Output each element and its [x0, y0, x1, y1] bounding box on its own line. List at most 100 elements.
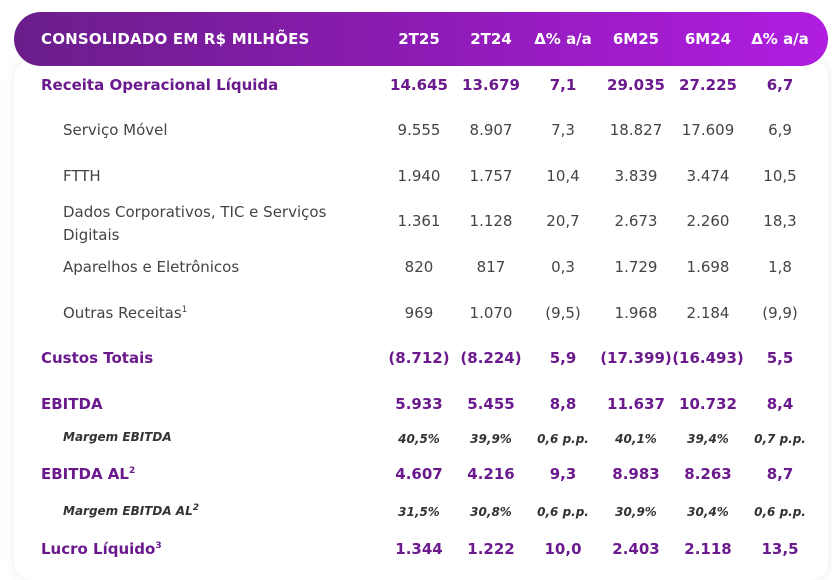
table-cell: 817: [476, 258, 506, 276]
table-cell: 969: [404, 304, 434, 322]
table-cell: 0,6 p.p.: [537, 505, 589, 519]
table-cell: 30,4%: [687, 505, 729, 519]
row-label-text: Lucro Líquido: [41, 540, 156, 558]
table-cell: 40,1%: [615, 432, 657, 446]
row-label: Outras Receitas1: [63, 304, 187, 322]
table-cell: 1.070: [469, 304, 513, 322]
table-cell: 10,0: [544, 540, 582, 558]
row-label: Aparelhos e Eletrônicos: [63, 258, 239, 276]
table-cell: 30,9%: [615, 505, 657, 519]
table-cell: 8,4: [766, 395, 794, 413]
table-cell: 8,7: [766, 465, 794, 483]
table-cell: 5,9: [549, 349, 577, 367]
table-cell: 5.455: [467, 395, 515, 413]
table-cell: 1.968: [614, 304, 658, 322]
table-cell: 1.698: [686, 258, 730, 276]
row-label-text: EBITDA AL: [41, 465, 129, 483]
table-cell: (9,5): [545, 304, 581, 322]
row-label: Serviço Móvel: [63, 121, 168, 139]
table-cell: 1.128: [469, 212, 513, 230]
table-cell: 1.222: [467, 540, 515, 558]
table-cell: 7,1: [549, 76, 577, 94]
table-cell: 8,8: [549, 395, 577, 413]
table-cell: 13.679: [462, 76, 520, 94]
table-cell: 7,3: [551, 121, 575, 139]
table-cell: 8.983: [612, 465, 660, 483]
table-cell: 4.216: [467, 465, 515, 483]
table-cell: (9,9): [762, 304, 798, 322]
table-cell: 1.757: [469, 167, 513, 185]
table-cell: 10,5: [763, 167, 797, 185]
table-cell: 0,3: [551, 258, 575, 276]
row-label-line1: Dados Corporativos, TIC e Serviços: [63, 203, 327, 221]
row-label: Margem EBITDA AL2: [63, 503, 199, 518]
table-cell: 31,5%: [398, 505, 440, 519]
footnote-marker: 3: [155, 541, 162, 551]
table-cell: 40,5%: [398, 432, 440, 446]
table-cell: 2.184: [686, 304, 730, 322]
row-label: Custos Totais: [41, 349, 153, 367]
row-label-text: Receita Operacional Líquida: [41, 76, 279, 94]
footnote-marker: 2: [192, 503, 199, 513]
row-label-text: Outras Receitas: [63, 304, 182, 322]
table-card: [14, 60, 828, 580]
row-label: Margem EBITDA: [63, 430, 172, 444]
row-label: FTTH: [63, 167, 101, 185]
table-cell: 1,8: [768, 258, 792, 276]
row-label-text: Aparelhos e Eletrônicos: [63, 258, 240, 276]
row-label: EBITDA AL2: [41, 465, 135, 483]
footnote-marker: 2: [128, 466, 136, 476]
table-cell: 1.344: [395, 540, 443, 558]
col-2t24: 2T24: [470, 30, 512, 48]
table-cell: 2.260: [686, 212, 730, 230]
col-delta-q: Δ% a/a: [534, 30, 592, 48]
table-cell: 13,5: [761, 540, 799, 558]
table-cell: 3.474: [686, 167, 730, 185]
table-cell: 6,7: [766, 76, 794, 94]
row-label: Receita Operacional Líquida: [41, 76, 278, 94]
row-label: Dados Corporativos, TIC e Serviços Digita…: [63, 201, 326, 247]
footnote-marker: 1: [181, 305, 188, 315]
table-cell: (8.224): [460, 349, 522, 367]
table-cell: 0,7 p.p.: [754, 432, 806, 446]
col-6m24: 6M24: [684, 30, 732, 48]
table-cell: 10,4: [546, 167, 580, 185]
row-label-text: EBITDA: [41, 395, 103, 413]
row-label-text: FTTH: [63, 167, 101, 185]
table-cell: 1.729: [614, 258, 658, 276]
row-label-text: Custos Totais: [41, 349, 154, 367]
table-cell: 3.839: [614, 167, 658, 185]
table-cell: 39,4%: [687, 432, 729, 446]
table-cell: (16.493): [672, 349, 744, 367]
table-cell: 2.673: [614, 212, 658, 230]
table-cell: 18.827: [609, 121, 663, 139]
table-cell: 4.607: [395, 465, 443, 483]
table-cell: 17.609: [681, 121, 735, 139]
col-6m25: 6M25: [612, 30, 660, 48]
table-cell: (17.399): [600, 349, 672, 367]
row-label-text: Serviço Móvel: [63, 121, 168, 139]
table-cell: 1.940: [397, 167, 441, 185]
table-cell: 10.732: [679, 395, 737, 413]
table-cell: 6,9: [768, 121, 792, 139]
row-label: EBITDA: [41, 395, 103, 413]
row-label: Lucro Líquido3: [41, 540, 162, 558]
row-label-text: Margem EBITDA: [63, 430, 172, 444]
table-cell: 8.907: [469, 121, 513, 139]
table-cell: 11.637: [607, 395, 665, 413]
table-cell: 39,9%: [470, 432, 512, 446]
table-cell: 9.555: [397, 121, 441, 139]
col-2t25: 2T25: [398, 30, 440, 48]
row-label-text: Margem EBITDA AL: [63, 504, 193, 518]
table-cell: 20,7: [546, 212, 580, 230]
table-cell: 18,3: [763, 212, 797, 230]
table-cell: 5.933: [395, 395, 443, 413]
table-cell: 820: [404, 258, 434, 276]
table-header: CONSOLIDADO EM R$ MILHÕES 2T25 2T24 Δ% a…: [14, 12, 828, 66]
table-cell: 29.035: [607, 76, 665, 94]
table-cell: 8.263: [684, 465, 732, 483]
table-cell: (8.712): [388, 349, 450, 367]
table-cell: 27.225: [679, 76, 737, 94]
table-cell: 2.118: [684, 540, 732, 558]
row-label-line2: Digitais: [63, 226, 120, 244]
